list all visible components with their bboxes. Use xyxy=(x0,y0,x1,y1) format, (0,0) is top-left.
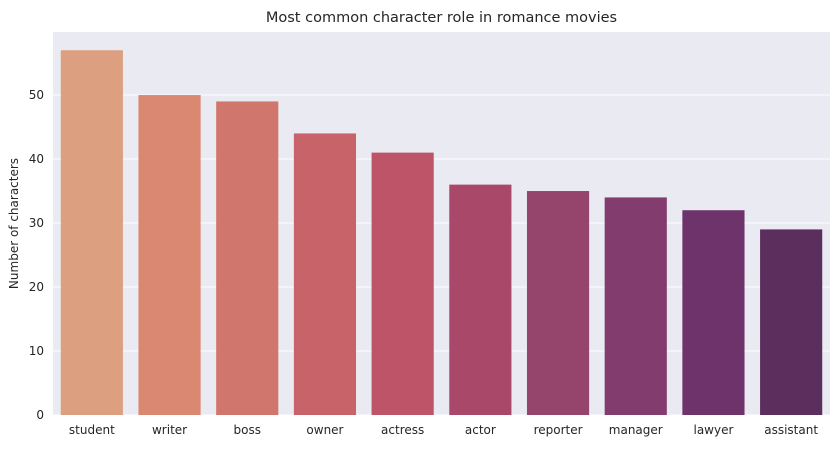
y-tick-label: 0 xyxy=(36,408,44,422)
bar-actress xyxy=(371,152,434,416)
y-tick-label: 10 xyxy=(29,344,44,358)
x-tick-labels: student writer boss owner actress actor report… xyxy=(69,423,818,437)
y-tick-label: 30 xyxy=(29,216,44,230)
x-tick-label: manager xyxy=(609,423,663,437)
y-axis-label: Number of characters xyxy=(7,158,21,289)
x-tick-label: owner xyxy=(306,423,343,437)
bar-actor xyxy=(449,184,512,415)
y-tick-label: 20 xyxy=(29,280,44,294)
x-tick-label: writer xyxy=(152,423,187,437)
chart-title: Most common character role in romance mo… xyxy=(266,10,617,26)
x-tick-label: assistant xyxy=(764,423,818,437)
bar-student xyxy=(60,50,123,415)
bar-manager xyxy=(604,197,667,415)
y-tick-label: 50 xyxy=(29,88,44,102)
x-tick-label: reporter xyxy=(534,423,583,437)
x-tick-label: actor xyxy=(465,423,496,437)
x-tick-label: boss xyxy=(234,423,261,437)
x-tick-label: lawyer xyxy=(693,423,733,437)
x-tick-label: student xyxy=(69,423,115,437)
x-tick-label: actress xyxy=(381,423,424,437)
bar-lawyer xyxy=(682,210,745,415)
bars xyxy=(60,50,823,416)
y-tick-labels: 0 10 20 30 40 50 xyxy=(29,88,44,422)
bar-writer xyxy=(138,95,201,415)
bar-owner xyxy=(293,133,357,415)
bar-boss xyxy=(216,101,279,416)
bar-assistant xyxy=(760,229,823,415)
bar-reporter xyxy=(526,191,590,415)
y-tick-label: 40 xyxy=(29,152,44,166)
